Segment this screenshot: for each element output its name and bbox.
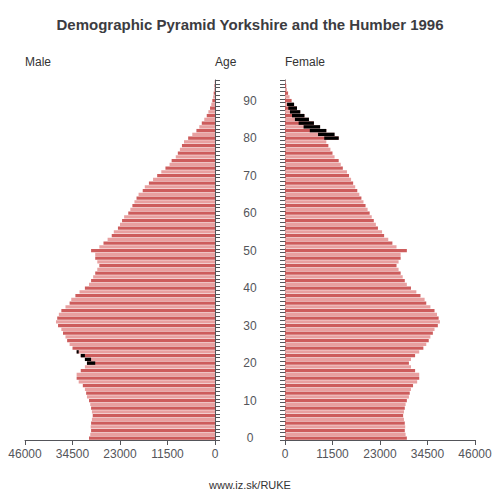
svg-text:Demographic Pyramid Yorkshire: Demographic Pyramid Yorkshire and the Hu… [56,16,443,33]
svg-text:0: 0 [282,447,289,461]
svg-text:Age: Age [215,55,237,69]
svg-text:70: 70 [243,169,257,183]
svg-text:Female: Female [285,55,325,69]
svg-text:46000: 46000 [8,447,42,461]
svg-text:30: 30 [243,319,257,333]
svg-text:0: 0 [212,447,219,461]
svg-text:20: 20 [243,356,257,370]
svg-text:11500: 11500 [316,447,349,461]
svg-text:46000: 46000 [458,447,492,461]
svg-text:Male: Male [25,55,51,69]
svg-text:11500: 11500 [151,447,184,461]
svg-text:www.iz.sk/RUKE: www.iz.sk/RUKE [208,479,291,491]
svg-text:80: 80 [243,131,257,145]
svg-text:40: 40 [243,281,257,295]
svg-text:23000: 23000 [363,447,397,461]
svg-text:50: 50 [243,244,257,258]
svg-text:34500: 34500 [56,447,90,461]
svg-text:23000: 23000 [103,447,137,461]
svg-text:10: 10 [243,394,257,408]
svg-text:0: 0 [247,431,254,445]
svg-text:60: 60 [243,206,257,220]
svg-text:34500: 34500 [411,447,445,461]
svg-text:90: 90 [243,94,257,108]
